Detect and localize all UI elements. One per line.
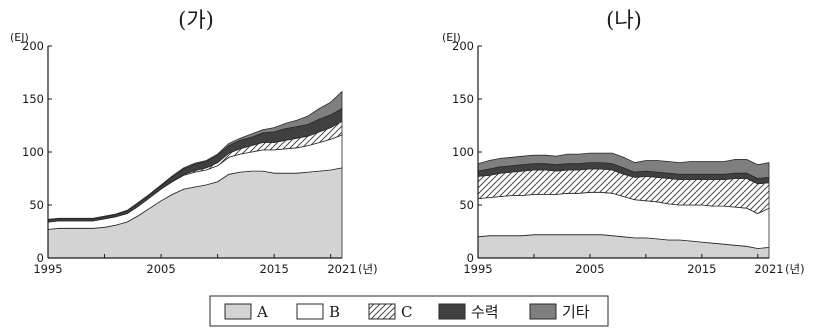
x-unit-label-na: (년) [785, 262, 805, 276]
x-tick-label-ga: 2015 [260, 262, 289, 276]
x-unit-label-ga: (년) [358, 262, 378, 276]
legend-swatch-a [224, 303, 252, 320]
legend-label-hydro: 수력 [471, 303, 499, 321]
tick-labels-ga: 0 50 100 150 200 1995 2005 2015 2021 (년) [22, 39, 378, 276]
area-other-na [477, 152, 770, 179]
x-tick-label-ga: 1995 [33, 262, 62, 276]
legend-label-c: C [401, 303, 412, 321]
legend-swatch-hydro [438, 303, 466, 320]
legend-swatch-c [368, 303, 396, 320]
y-tick-label-ga: 50 [29, 198, 44, 212]
y-tick-label-ga: 0 [37, 251, 44, 265]
x-tick-label-na: 2005 [575, 262, 604, 276]
y-unit-label-na: (EJ) [442, 31, 461, 44]
legend-swatch-b [296, 303, 324, 320]
x-tick-label-ga: 2005 [146, 262, 175, 276]
y-tick-label-na: 200 [452, 39, 474, 53]
area-other-ga [47, 90, 343, 221]
area-layers-na [477, 152, 770, 259]
legend-swatch-other [529, 303, 557, 320]
x-tick-label-na: 2015 [687, 262, 716, 276]
y-tick-label-ga: 150 [22, 92, 44, 106]
y-tick-label-na: 50 [459, 198, 474, 212]
x-tick-label-na: 2021 [754, 262, 783, 276]
y-tick-label-na: 100 [452, 145, 474, 159]
x-tick-label-na: 1995 [463, 262, 492, 276]
chart-title-na: (나) [606, 8, 642, 32]
y-tick-label-ga: 200 [22, 39, 44, 53]
chart-panel-ga: (가) (EJ) 0 50 100 150 200 1995 2005 2015 2021 (년) [10, 8, 378, 276]
area-layers-ga [47, 90, 343, 259]
legend-items: A B C 수력 기타 [224, 303, 590, 321]
chart-title-ga: (가) [178, 8, 214, 32]
legend-label-b: B [329, 303, 340, 321]
y-tick-label-na: 0 [467, 251, 474, 265]
y-tick-label-na: 150 [452, 92, 474, 106]
axes-na [477, 45, 769, 259]
legend-label-other: 기타 [562, 303, 590, 321]
legend-label-a: A [256, 303, 268, 321]
y-unit-label-ga: (EJ) [10, 31, 29, 44]
axes-ga [47, 45, 342, 259]
chart-panel-na: (나) (EJ) 0 50 100 150 200 1995 2005 2015 2021 (년) [442, 8, 805, 276]
tick-labels-na: 0 50 100 150 200 1995 2005 2015 2021 (년) [452, 39, 805, 276]
legend: A B C 수력 기타 [209, 295, 609, 327]
x-tick-label-ga: 2021 [327, 262, 356, 276]
y-tick-label-ga: 100 [22, 145, 44, 159]
